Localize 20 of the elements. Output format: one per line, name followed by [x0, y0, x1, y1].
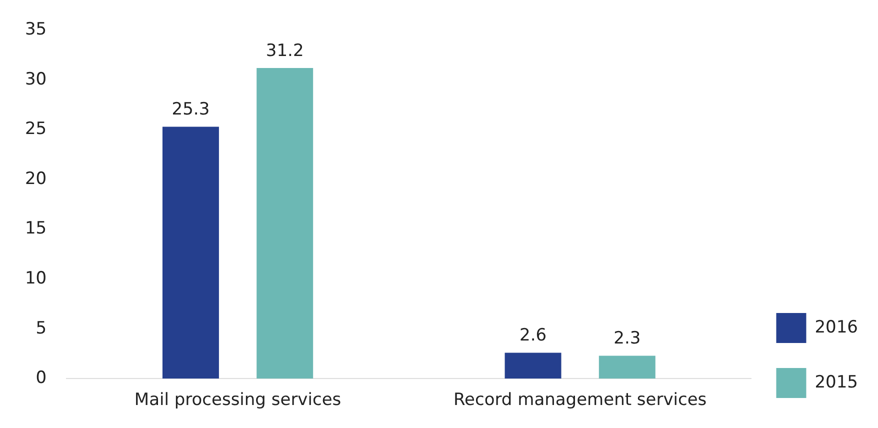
bar	[504, 352, 562, 379]
y-tick-label: 30	[24, 69, 47, 90]
bar	[256, 68, 314, 379]
bar	[598, 356, 656, 379]
data-label: 31.2	[266, 40, 304, 61]
y-tick-label: 35	[24, 20, 47, 40]
data-label: 25.3	[172, 100, 210, 120]
y-tick-label: 20	[24, 168, 47, 189]
legend-label: 2015	[814, 372, 858, 392]
y-tick-label: 5	[36, 318, 47, 338]
y-tick-label: 0	[36, 368, 47, 388]
data-label: 2.3	[614, 328, 641, 349]
bar	[162, 126, 219, 379]
x-tick-label: Mail processing services	[134, 390, 342, 410]
y-tick-label: 10	[24, 268, 47, 288]
legend-label: 2016	[814, 317, 858, 338]
y-tick-label: 25	[24, 119, 47, 140]
x-tick-label: Record management services	[453, 390, 707, 410]
y-tick-label: 15	[24, 218, 47, 239]
data-label: 2.6	[519, 326, 547, 346]
